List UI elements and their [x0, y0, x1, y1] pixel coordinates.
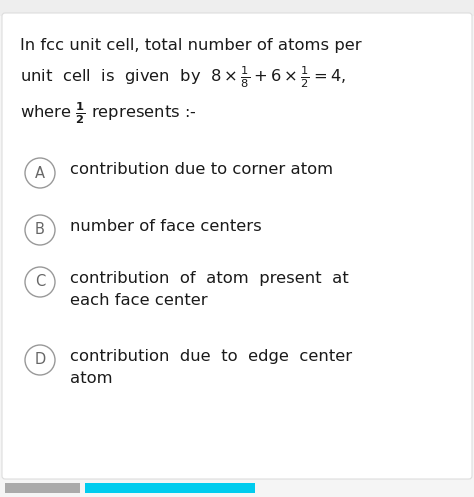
Text: unit  cell  is  given  by  $8 \times \frac{1}{8}+6 \times \frac{1}{2} = 4,$: unit cell is given by $8 \times \frac{1}…: [20, 64, 346, 90]
Text: contribution  due  to  edge  center: contribution due to edge center: [70, 349, 352, 364]
Text: B: B: [35, 223, 45, 238]
Circle shape: [25, 267, 55, 297]
Bar: [85, 483, 255, 493]
Text: number of face centers: number of face centers: [70, 219, 262, 234]
Bar: [5, 483, 80, 493]
Circle shape: [25, 215, 55, 245]
Text: where $\frac{\mathbf{1}}{\mathbf{2}}$ represents :-: where $\frac{\mathbf{1}}{\mathbf{2}}$ re…: [20, 100, 197, 126]
Text: each face center: each face center: [70, 293, 208, 308]
FancyBboxPatch shape: [2, 13, 472, 479]
Text: D: D: [35, 352, 46, 367]
Bar: [0, 0, 474, 16]
Text: contribution  of  atom  present  at: contribution of atom present at: [70, 271, 349, 286]
Text: In fcc unit cell, total number of atoms per: In fcc unit cell, total number of atoms …: [20, 38, 362, 53]
Text: contribution due to corner atom: contribution due to corner atom: [70, 162, 333, 177]
Circle shape: [25, 158, 55, 188]
Circle shape: [25, 345, 55, 375]
Text: A: A: [35, 166, 45, 180]
Text: C: C: [35, 274, 45, 289]
Text: atom: atom: [70, 371, 113, 386]
